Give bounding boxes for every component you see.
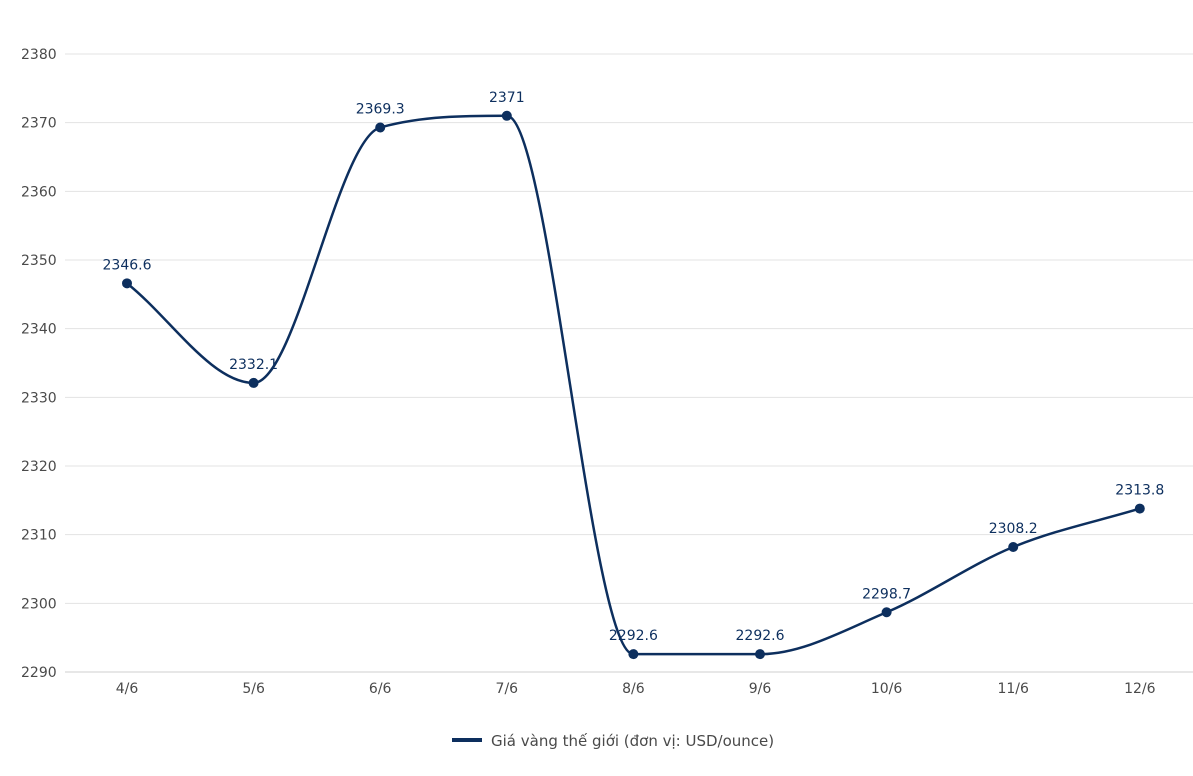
data-label: 2298.7	[862, 586, 911, 602]
data-point-8-6	[628, 649, 639, 660]
legend-label: Giá vàng thế giới (đơn vị: USD/ounce)	[491, 732, 774, 750]
y-tick-label: 2330	[21, 390, 57, 406]
data-labels: 2346.6 2332.1 2369.3 2371 2292.6 2292.6 2298.7…	[103, 90, 1165, 644]
y-tick-label: 2360	[21, 184, 57, 200]
data-label: 2292.6	[609, 628, 658, 644]
data-label: 2308.2	[989, 521, 1038, 537]
x-tick-label: 5/6	[242, 681, 265, 697]
data-label: 2332.1	[229, 357, 278, 373]
y-tick-label: 2380	[21, 47, 57, 63]
data-point-6-6	[375, 122, 386, 133]
x-tick-label: 12/6	[1124, 681, 1156, 697]
y-tick-label: 2300	[21, 596, 57, 612]
y-tick-label: 2320	[21, 459, 57, 475]
y-tick-label: 2340	[21, 322, 57, 338]
data-label: 2371	[489, 90, 525, 106]
data-label: 2292.6	[736, 628, 785, 644]
y-tick-label: 2350	[21, 253, 57, 269]
data-label: 2369.3	[356, 101, 405, 117]
x-tick-label: 4/6	[116, 681, 139, 697]
x-tick-label: 7/6	[496, 681, 519, 697]
data-point-11-6	[1008, 542, 1019, 553]
x-tick-label: 8/6	[622, 681, 645, 697]
x-axis-ticks: 4/6 5/6 6/6 7/6 8/6 9/6 10/6 11/6 12/6	[116, 681, 1156, 697]
data-point-10-6	[881, 607, 892, 618]
x-tick-label: 10/6	[871, 681, 903, 697]
y-tick-label: 2370	[21, 116, 57, 132]
data-point-7-6	[501, 110, 512, 121]
data-label: 2313.8	[1115, 483, 1164, 499]
data-label: 2346.6	[103, 257, 152, 273]
legend: Giá vàng thế giới (đơn vị: USD/ounce)	[452, 732, 774, 750]
y-tick-label: 2290	[21, 665, 57, 681]
data-point-5-6	[248, 377, 259, 388]
series-line	[126, 114, 1141, 656]
x-tick-label: 9/6	[749, 681, 772, 697]
y-axis-ticks: 2290 2300 2310 2320 2330 2340 2350 2360 2370 2380	[21, 47, 57, 681]
series-layer	[122, 110, 1145, 660]
x-tick-label: 6/6	[369, 681, 392, 697]
data-point-9-6	[755, 649, 765, 660]
data-point-12-6	[1134, 503, 1145, 514]
x-tick-label: 11/6	[997, 681, 1029, 697]
y-tick-label: 2310	[21, 528, 57, 544]
grid-lines	[65, 53, 1193, 673]
data-point-4-6	[122, 278, 132, 289]
